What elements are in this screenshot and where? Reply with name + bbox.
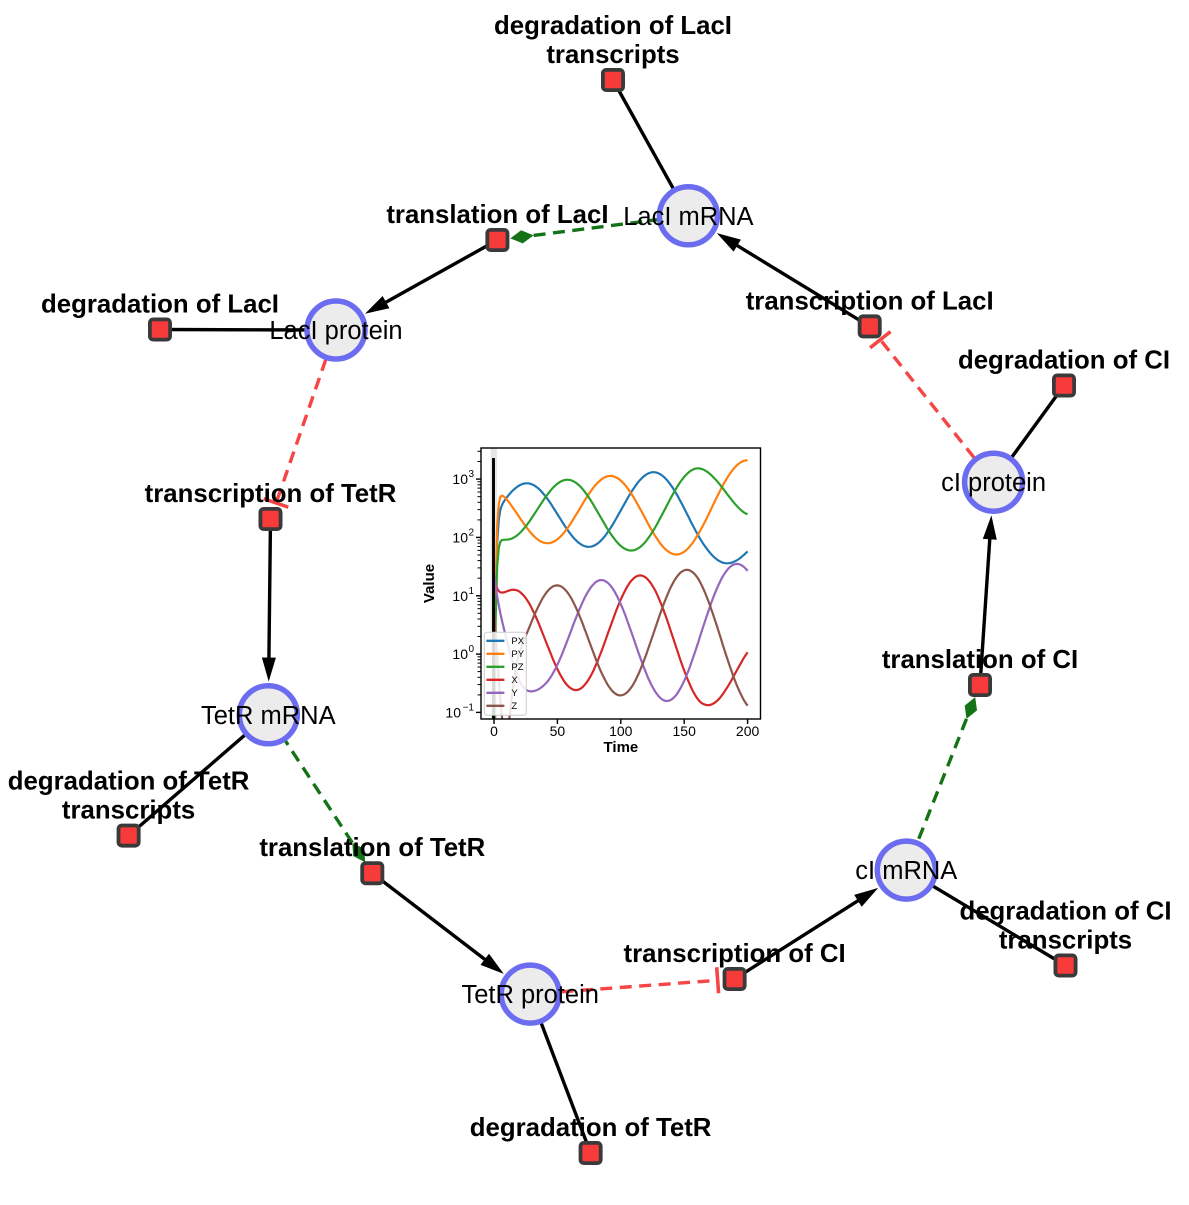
svg-text:0: 0 (468, 644, 474, 655)
svg-text:10: 10 (452, 471, 468, 487)
svg-text:10: 10 (452, 529, 468, 545)
svg-text:50: 50 (550, 723, 566, 739)
svg-text:translation of CI: translation of CI (882, 646, 1078, 674)
svg-text:200: 200 (736, 723, 760, 739)
svg-text:degradation of LacI: degradation of LacI (494, 12, 732, 40)
svg-text:degradation of CI: degradation of CI (958, 347, 1170, 375)
svg-text:X: X (511, 675, 518, 686)
svg-text:LacI protein: LacI protein (269, 317, 402, 345)
svg-text:cI mRNA: cI mRNA (855, 857, 957, 885)
svg-text:translation of LacI: translation of LacI (386, 201, 608, 229)
svg-text:Time: Time (604, 739, 639, 756)
svg-text:transcripts: transcripts (546, 41, 679, 69)
svg-text:transcription of LacI: transcription of LacI (746, 287, 994, 315)
svg-text:Z: Z (511, 701, 517, 712)
svg-text:150: 150 (673, 723, 697, 739)
svg-text:1: 1 (468, 586, 474, 597)
svg-text:Value: Value (421, 564, 438, 603)
svg-text:10: 10 (452, 588, 468, 604)
svg-text:degradation of TetR: degradation of TetR (470, 1114, 712, 1142)
svg-text:degradation of TetR: degradation of TetR (8, 768, 250, 796)
svg-text:transcripts: transcripts (62, 797, 195, 825)
svg-text:2: 2 (468, 527, 474, 538)
svg-text:cI protein: cI protein (941, 469, 1046, 497)
svg-text:PY: PY (511, 649, 524, 660)
svg-text:transcription of CI: transcription of CI (624, 940, 846, 968)
svg-text:translation of TetR: translation of TetR (259, 834, 485, 862)
svg-text:degradation of LacI: degradation of LacI (41, 291, 279, 319)
svg-text:degradation of CI: degradation of CI (959, 898, 1171, 926)
svg-text:TetR protein: TetR protein (461, 981, 599, 1009)
svg-text:0: 0 (490, 723, 498, 739)
svg-text:10: 10 (445, 704, 461, 720)
svg-text:transcription of TetR: transcription of TetR (145, 480, 397, 508)
svg-text:LacI mRNA: LacI mRNA (623, 203, 753, 231)
svg-text:3: 3 (468, 469, 474, 480)
svg-text:PZ: PZ (511, 662, 523, 673)
svg-text:TetR mRNA: TetR mRNA (201, 702, 336, 730)
svg-text:PX: PX (511, 636, 524, 647)
svg-text:transcripts: transcripts (999, 927, 1132, 955)
svg-text:Y: Y (511, 688, 518, 699)
svg-text:10: 10 (452, 646, 468, 662)
svg-text:−1: −1 (463, 702, 475, 713)
svg-text:100: 100 (609, 723, 633, 739)
